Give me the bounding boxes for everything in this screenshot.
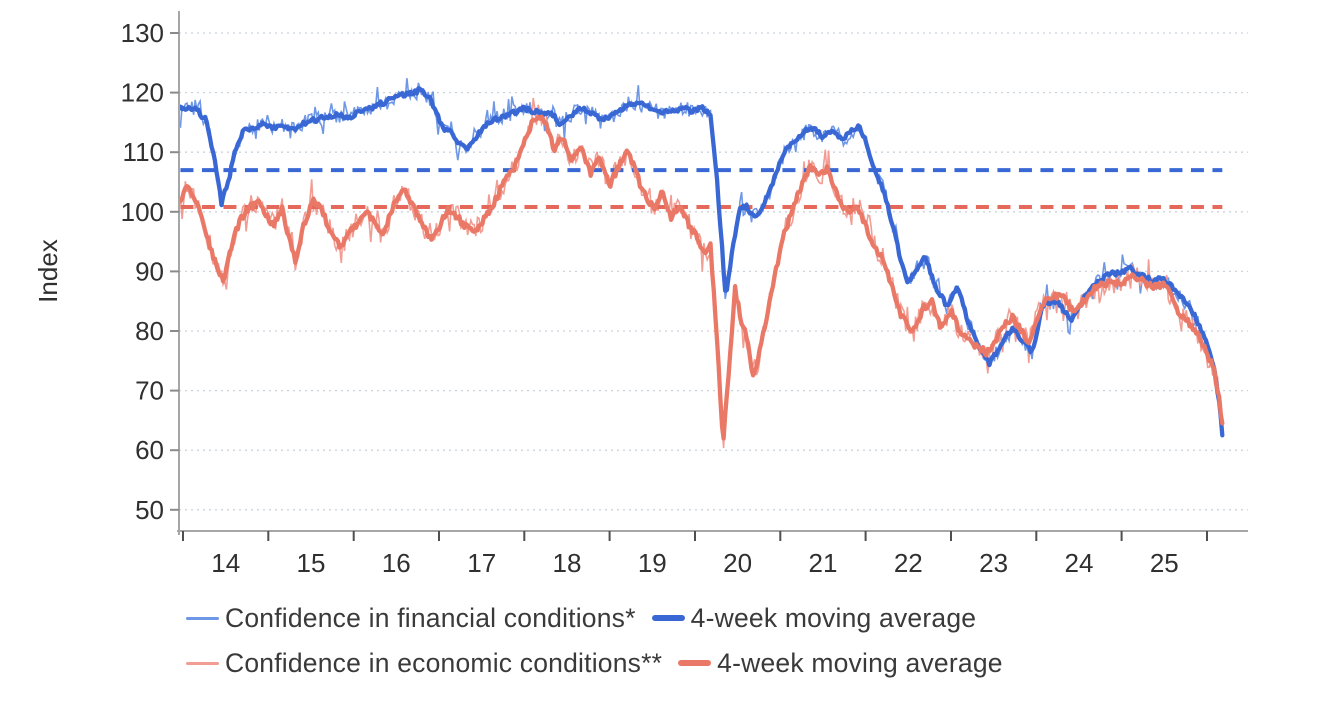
x-tick-label-22: 22 xyxy=(894,548,923,578)
x-tick-label-18: 18 xyxy=(553,548,582,578)
y-tick-label-50: 50 xyxy=(135,495,164,525)
legend-swatch-financial-ma-line xyxy=(651,615,685,621)
x-tick-label-21: 21 xyxy=(809,548,838,578)
legend-swatch-financial-raw-line xyxy=(186,616,219,620)
x-tick-label-23: 23 xyxy=(979,548,1008,578)
y-tick-label-100: 100 xyxy=(121,197,164,227)
y-tick-label-70: 70 xyxy=(135,376,164,406)
x-tick-label-20: 20 xyxy=(723,548,752,578)
legend-label-financial-ma: 4-week moving average xyxy=(690,603,977,633)
x-tick-label-14: 14 xyxy=(211,548,240,578)
y-tick-label-130: 130 xyxy=(121,18,164,48)
legend-swatch-economic-raw-line xyxy=(186,661,219,665)
y-tick-label-60: 60 xyxy=(135,435,164,465)
legend-label-economic: Confidence in economic conditions** xyxy=(225,648,663,678)
x-tick-label-15: 15 xyxy=(297,548,326,578)
y-tick-label-120: 120 xyxy=(121,78,164,108)
y-axis-title: Index xyxy=(33,239,63,303)
financial-ma-line xyxy=(179,86,1225,438)
legend-swatch-economic-ma-line xyxy=(678,660,712,666)
x-tick-label-17: 17 xyxy=(467,548,496,578)
x-tick-label-25: 25 xyxy=(1150,548,1179,578)
legend-label-financial: Confidence in financial conditions* xyxy=(225,603,636,633)
legend: Confidence in financial conditions* 4-we… xyxy=(186,601,1019,680)
x-tick-label-24: 24 xyxy=(1065,548,1094,578)
y-tick-label-110: 110 xyxy=(123,137,164,167)
economic-ma-line xyxy=(179,114,1225,441)
legend-label-economic-ma: 4-week moving average xyxy=(717,648,1003,678)
x-tick-label-16: 16 xyxy=(382,548,411,578)
y-tick-label-90: 90 xyxy=(135,256,164,286)
legend-row-financial: Confidence in financial conditions* 4-we… xyxy=(186,601,1019,635)
x-tick-label-19: 19 xyxy=(638,548,667,578)
legend-row-economic: Confidence in economic conditions** 4-we… xyxy=(186,646,1019,680)
economic-raw-line xyxy=(179,97,1224,449)
y-tick-label-80: 80 xyxy=(135,316,164,346)
